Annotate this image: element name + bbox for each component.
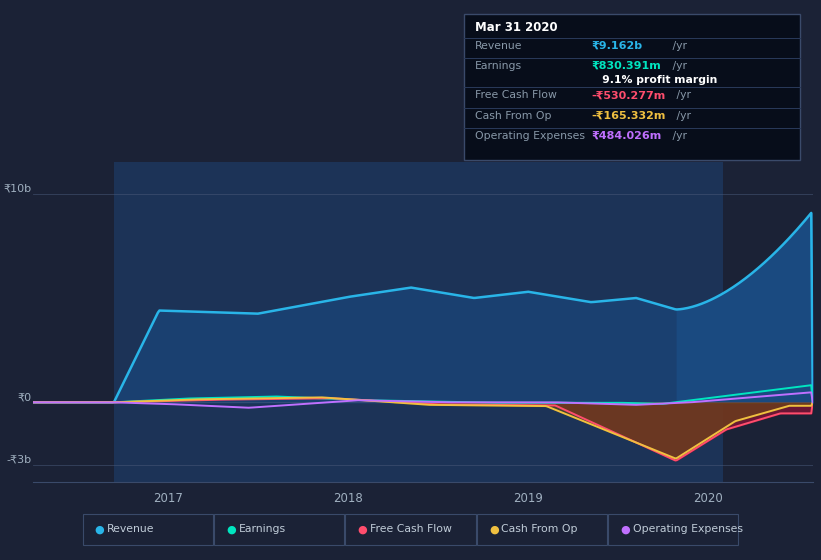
Text: ₹0: ₹0 [17,393,31,402]
Text: -₹165.332m: -₹165.332m [591,111,666,121]
Text: /yr: /yr [673,91,691,100]
Text: Operating Expenses: Operating Expenses [632,524,742,534]
Text: Cash From Op: Cash From Op [502,524,578,534]
Text: Mar 31 2020: Mar 31 2020 [475,21,557,34]
Text: ●: ● [489,524,498,534]
Text: ₹830.391m: ₹830.391m [591,61,661,71]
Text: Revenue: Revenue [107,524,154,534]
Bar [114,162,722,482]
Text: Operating Expenses: Operating Expenses [475,131,585,141]
Text: Free Cash Flow: Free Cash Flow [475,91,557,100]
Text: 9.1% profit margin: 9.1% profit margin [591,76,718,85]
Text: ●: ● [94,524,104,534]
Text: ₹10b: ₹10b [3,184,31,194]
Text: /yr: /yr [669,41,687,51]
Text: -₹3b: -₹3b [6,455,31,465]
Text: Earnings: Earnings [238,524,286,534]
Text: ₹484.026m: ₹484.026m [591,131,662,141]
Text: /yr: /yr [669,61,687,71]
Text: -₹530.277m: -₹530.277m [591,91,665,100]
Text: Earnings: Earnings [475,61,521,71]
Text: /yr: /yr [673,111,691,121]
Text: ●: ● [358,524,367,534]
Text: /yr: /yr [669,131,687,141]
Text: Cash From Op: Cash From Op [475,111,551,121]
Text: ●: ● [226,524,236,534]
Text: ●: ● [621,524,630,534]
Text: Revenue: Revenue [475,41,522,51]
Text: ₹9.162b: ₹9.162b [591,41,642,51]
Text: Free Cash Flow: Free Cash Flow [370,524,452,534]
